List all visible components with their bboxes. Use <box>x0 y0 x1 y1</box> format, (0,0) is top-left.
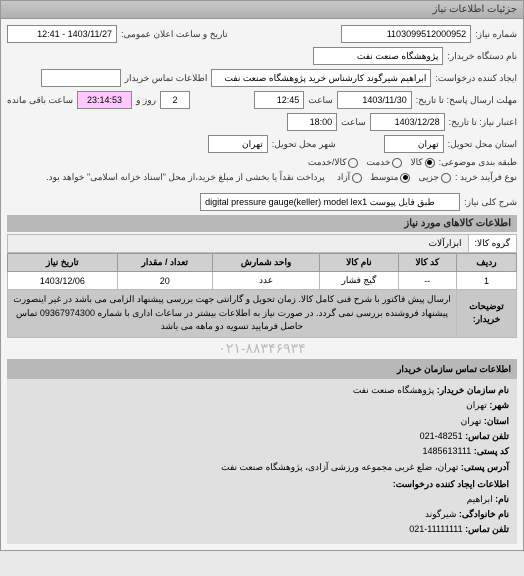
requester-input[interactable] <box>211 69 431 87</box>
table-column-header: نام کالا <box>320 254 398 272</box>
budget-class-radio-group: کالا خدمت کالا/خدمت <box>308 157 435 168</box>
table-cell: گیج فشار <box>320 272 398 290</box>
table-cell: 1 <box>457 272 517 290</box>
buyer-org-label: نام دستگاه خریدار: <box>447 51 517 62</box>
contact-input[interactable] <box>41 69 121 87</box>
delivery-city-label: شهر محل تحویل: <box>272 139 336 150</box>
delivery-state-input[interactable] <box>384 135 444 153</box>
delivery-state-label: استان محل تحویل: <box>448 139 517 150</box>
table-column-header: ردیف <box>457 254 517 272</box>
delivery-city-input[interactable] <box>208 135 268 153</box>
desc-label: توضیحات خریدار: <box>457 290 517 338</box>
buyer-org-input[interactable] <box>313 47 443 65</box>
radio-option[interactable]: کالا <box>410 157 434 168</box>
valid-date-input[interactable] <box>370 113 445 131</box>
info-line: تلفن تماس: 11111111-021 <box>15 522 509 536</box>
content-area: شماره نیاز: تاریخ و ساعت اعلان عمومی: نا… <box>1 19 523 550</box>
process-label: نوع فرآیند خرید : <box>455 172 517 183</box>
budget-class-label: طبقه بندی موضوعی: <box>439 157 517 168</box>
desc-text: ارسال پیش فاکتور با شرح فنی کامل کالا. ز… <box>8 290 457 338</box>
info-line: آدرس پستی: تهران، ضلع غربی مجموعه ورزشی … <box>15 460 509 474</box>
radio-label: جزیی <box>418 172 439 183</box>
deadline-time-label: ساعت <box>308 95 333 106</box>
table-row: 1--گیج فشارعدد201403/12/06 <box>8 272 517 290</box>
deadline-time-input[interactable] <box>254 91 304 109</box>
watermark-phone: ۰۲۱-۸۸۳۴۶۹۳۴ <box>7 338 517 359</box>
info-line: کد پستی: 1485613111 <box>15 444 509 458</box>
contact-label: اطلاعات تماس خریدار <box>125 73 208 84</box>
radio-label: کالا <box>410 157 422 168</box>
window-title: جزئیات اطلاعات نیاز <box>1 1 523 19</box>
valid-time-label: ساعت <box>341 117 366 128</box>
radio-dot-icon <box>400 173 410 183</box>
info-line: نام خانوادگی: شیرگوند <box>15 507 509 521</box>
radio-option[interactable]: متوسط <box>370 172 410 183</box>
radio-option[interactable]: آزاد <box>337 172 362 183</box>
info-line: نام: ابراهیم <box>15 492 509 506</box>
table-desc-row: توضیحات خریدار:ارسال پیش فاکتور با شرح ف… <box>8 290 517 338</box>
creator-head: اطلاعات ایجاد کننده درخواست: <box>15 477 509 491</box>
remain-days-label: روز و <box>136 95 156 106</box>
table-column-header: واحد شمارش <box>212 254 319 272</box>
radio-label: آزاد <box>337 172 350 183</box>
radio-dot-icon <box>348 158 358 168</box>
items-section-head: اطلاعات کالاهای مورد نیاز <box>7 215 517 232</box>
remain-days-input <box>160 91 190 109</box>
valid-label: اعتبار نیاز: تا تاریخ: <box>449 117 517 128</box>
table-cell: عدد <box>212 272 319 290</box>
table-column-header: تاریخ نیاز <box>8 254 118 272</box>
table-cell: 1403/12/06 <box>8 272 118 290</box>
info-line: تلفن تماس: 48251-021 <box>15 429 509 443</box>
table-cell: 20 <box>117 272 212 290</box>
radio-option[interactable]: خدمت <box>366 157 402 168</box>
keyword-label: شرح کلی نیاز: <box>464 197 517 208</box>
radio-option[interactable]: جزیی <box>418 172 451 183</box>
req-no-label: شماره نیاز: <box>475 29 517 40</box>
announce-input[interactable] <box>7 25 117 43</box>
valid-time-input[interactable] <box>287 113 337 131</box>
items-table: ردیفکد کالانام کالاواحد شمارشتعداد / مقد… <box>7 253 517 338</box>
radio-dot-icon <box>425 158 435 168</box>
requester-label: ایجاد کننده درخواست: <box>435 73 517 84</box>
table-header-row: ردیفکد کالانام کالاواحد شمارشتعداد / مقد… <box>8 254 517 272</box>
buyer-contact-head: اطلاعات تماس سازمان خریدار <box>7 359 517 379</box>
remain-time-input <box>77 91 132 109</box>
deadline-date-input[interactable] <box>337 91 412 109</box>
radio-option[interactable]: کالا/خدمت <box>308 157 359 168</box>
keyword-input[interactable] <box>200 193 460 211</box>
category-row: گروه کالا: ابزارآلات <box>7 234 517 253</box>
info-line: نام سازمان خریدار: پژوهشگاه صنعت نفت <box>15 383 509 397</box>
process-note: پرداخت نقداً یا بخشی از مبلغ خرید،از محل… <box>46 172 325 183</box>
table-column-header: کد کالا <box>398 254 456 272</box>
category-value: ابزارآلات <box>8 235 468 252</box>
radio-label: خدمت <box>366 157 390 168</box>
category-label: گروه کالا: <box>468 235 516 252</box>
table-cell: -- <box>398 272 456 290</box>
radio-dot-icon <box>352 173 362 183</box>
deadline-label: مهلت ارسال پاسخ: تا تاریخ: <box>416 95 517 106</box>
radio-label: کالا/خدمت <box>308 157 347 168</box>
remain-label: ساعت باقی مانده <box>7 95 73 106</box>
radio-label: متوسط <box>370 172 398 183</box>
announce-label: تاریخ و ساعت اعلان عمومی: <box>121 29 228 40</box>
main-window: جزئیات اطلاعات نیاز شماره نیاز: تاریخ و … <box>0 0 524 551</box>
radio-dot-icon <box>441 173 451 183</box>
req-no-input[interactable] <box>341 25 471 43</box>
info-line: استان: تهران <box>15 414 509 428</box>
table-column-header: تعداد / مقدار <box>117 254 212 272</box>
radio-dot-icon <box>392 158 402 168</box>
buyer-contact-section: اطلاعات تماس سازمان خریدار نام سازمان خر… <box>7 359 517 544</box>
info-line: شهر: تهران <box>15 398 509 412</box>
process-radio-group: جزیی متوسط آزاد <box>337 172 451 183</box>
